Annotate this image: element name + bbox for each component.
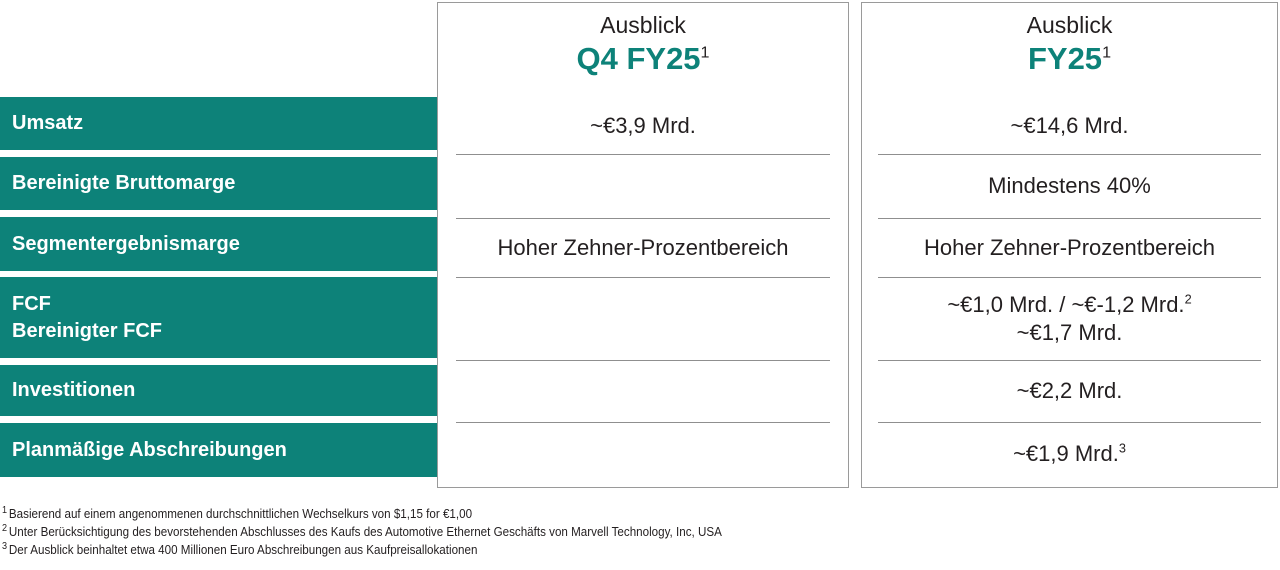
panel-header-footnote-marker: 1 — [1102, 43, 1112, 62]
panel-header-title-text: FY25 — [1027, 40, 1103, 76]
value-cell-fy-bruttomarge: Mindestens 40% — [862, 155, 1277, 218]
value-footnote-marker: 3 — [1118, 440, 1126, 456]
row-divider — [456, 360, 830, 361]
value-text: ~€1,0 Mrd. / ~€-1,2 Mrd. — [947, 291, 1185, 317]
row-divider — [878, 277, 1261, 278]
footnote-marker: 1 — [2, 504, 8, 516]
panel-header-title: Q4 FY251 — [438, 40, 848, 77]
value-text-fcf: ~€1,0 Mrd. / ~€-1,2 Mrd.2 — [947, 291, 1191, 319]
metric-label-bereinigte-bruttomarge: Bereinigte Bruttomarge — [0, 157, 437, 210]
panel-header-title-text: Q4 FY25 — [576, 40, 701, 76]
value-cell-q4-investitionen — [438, 361, 848, 422]
footnote-marker: 3 — [2, 540, 8, 552]
panel-header-fy: Ausblick FY251 — [862, 3, 1277, 77]
panel-header-footnote-marker: 1 — [700, 43, 710, 62]
metric-label-umsatz: Umsatz — [0, 97, 437, 150]
panel-header-subtitle: Ausblick — [600, 12, 686, 38]
value-text: ~€3,9 Mrd. — [590, 112, 696, 138]
row-divider — [878, 154, 1261, 155]
value-cell-q4-segmentmarge: Hoher Zehner-Prozentbereich — [438, 219, 848, 277]
outlook-panel-q4: Ausblick Q4 FY251 ~€3,9 Mrd. Hoher Zehne… — [437, 2, 849, 488]
panel-header-q4: Ausblick Q4 FY251 — [438, 3, 848, 77]
metric-label-segmentergebnismarge: Segmentergebnismarge — [0, 217, 437, 271]
metric-label-text: Investitionen — [12, 379, 136, 401]
metric-label-text-bereinigter-fcf: Bereinigter FCF — [12, 319, 163, 342]
metric-label-column: Umsatz Bereinigte Bruttomarge Segmenterg… — [0, 0, 437, 497]
value-cell-fy-abschreibungen: ~€1,9 Mrd.3 — [862, 423, 1277, 485]
metric-label-text: Segmentergebnismarge — [12, 232, 240, 255]
metric-label-text: Umsatz — [12, 112, 84, 134]
value-text-bereinigter-fcf: ~€1,7 Mrd. — [1016, 320, 1123, 345]
value-cell-q4-bruttomarge — [438, 155, 848, 218]
footnote-text: Unter Berücksichtigung des bevorstehende… — [8, 525, 722, 539]
value-text: Mindestens 40% — [988, 173, 1151, 199]
panel-header-subtitle: Ausblick — [1026, 12, 1113, 38]
outlook-panel-fy: Ausblick FY251 ~€14,6 Mrd. Mindestens 40… — [861, 2, 1278, 488]
value-text: Hoher Zehner-Prozentbereich — [497, 234, 789, 260]
footnote-item: 2 Unter Berücksichtigung des bevorstehend… — [2, 523, 1191, 541]
value-text-abschreibungen: ~€1,9 Mrd.3 — [1013, 440, 1126, 468]
metric-label-fcf: FCF Bereinigter FCF — [0, 277, 437, 358]
metric-label-text: Planmäßige Abschreibungen — [12, 438, 287, 461]
footnote-list: 1 Basierend auf einem angenommenen durchs… — [2, 505, 1280, 559]
value-cell-fy-umsatz: ~€14,6 Mrd. — [862, 98, 1277, 154]
value-text: ~€1,9 Mrd. — [1013, 440, 1119, 466]
value-cell-q4-abschreibungen — [438, 423, 848, 485]
footnote-text: Basierend auf einem angenommenen durchsc… — [8, 507, 473, 521]
row-divider — [456, 277, 830, 278]
metric-label-investitionen: Investitionen — [0, 365, 437, 416]
row-divider — [878, 360, 1261, 361]
footnote-marker: 2 — [2, 522, 8, 534]
value-cell-fy-fcf: ~€1,0 Mrd. / ~€-1,2 Mrd.2 ~€1,7 Mrd. — [862, 278, 1277, 360]
metric-label-text: Bereinigte Bruttomarge — [12, 172, 236, 194]
row-divider — [878, 218, 1261, 219]
row-divider — [878, 422, 1261, 423]
row-divider — [456, 422, 830, 423]
row-divider — [456, 154, 830, 155]
value-cell-q4-umsatz: ~€3,9 Mrd. — [438, 98, 848, 154]
value-text: ~€2,2 Mrd. — [1016, 378, 1123, 404]
value-text: Hoher Zehner-Prozentbereich — [923, 234, 1216, 260]
panel-header-title: FY251 — [862, 40, 1277, 77]
value-cell-fy-segmentmarge: Hoher Zehner-Prozentbereich — [862, 219, 1277, 277]
metric-label-text-fcf: FCF — [12, 292, 51, 315]
value-text: ~€14,6 Mrd. — [1010, 112, 1129, 138]
footnote-item: 1 Basierend auf einem angenommenen durchs… — [2, 505, 1191, 523]
row-divider — [456, 218, 830, 219]
value-cell-fy-investitionen: ~€2,2 Mrd. — [862, 361, 1277, 422]
value-footnote-marker: 2 — [1184, 291, 1192, 307]
footnote-item: 3 Der Ausblick beinhaltet etwa 400 Millio… — [2, 541, 1191, 559]
value-cell-q4-fcf — [438, 278, 848, 360]
footnote-text: Der Ausblick beinhaltet etwa 400 Million… — [8, 543, 478, 557]
metric-label-planmaessige-abschreibungen: Planmäßige Abschreibungen — [0, 423, 437, 477]
